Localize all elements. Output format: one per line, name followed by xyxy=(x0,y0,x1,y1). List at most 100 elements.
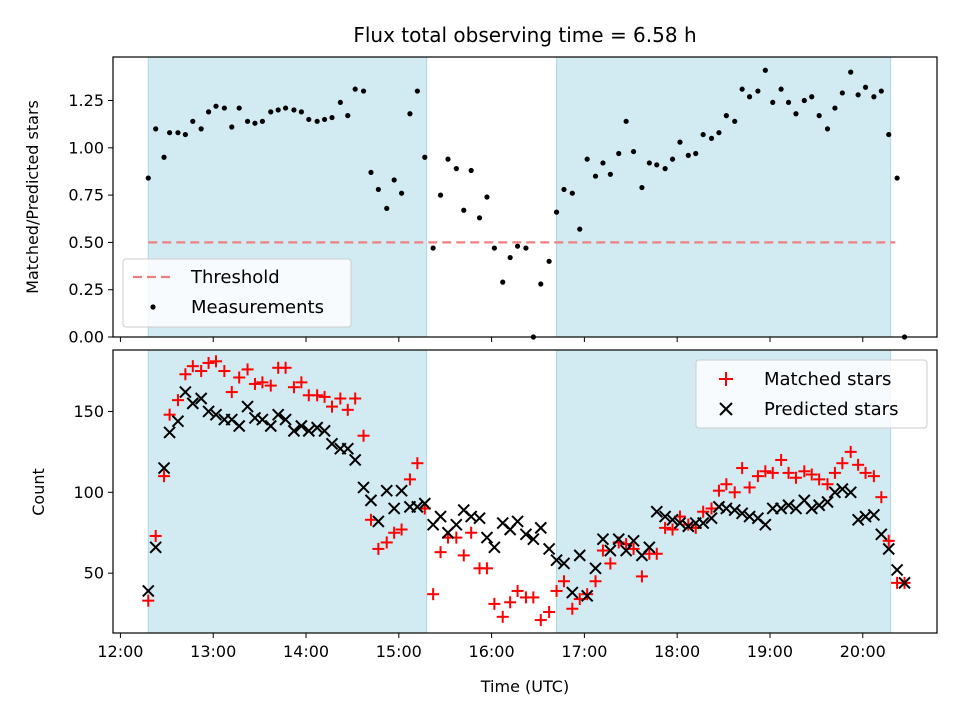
predicted-star-point xyxy=(179,385,192,399)
matched-star-point xyxy=(720,478,733,491)
matched-star-point xyxy=(163,408,176,421)
measurement-point xyxy=(345,113,351,119)
measurement-point xyxy=(198,126,204,132)
matched-star-point xyxy=(465,526,478,539)
measurement-point xyxy=(848,69,854,75)
predicted-star-point xyxy=(589,562,602,575)
predicted-star-point xyxy=(673,516,687,530)
measurement-point xyxy=(732,118,738,124)
matched-star-point xyxy=(596,544,609,557)
measurement-point xyxy=(221,105,227,111)
predicted-star-point xyxy=(542,542,556,556)
matched-star-point xyxy=(527,591,540,604)
matched-star-point xyxy=(295,376,308,389)
measurement-point xyxy=(476,215,483,221)
predicted-star-point xyxy=(851,513,865,527)
measurement-point xyxy=(685,152,691,158)
matched-star-point xyxy=(882,534,895,547)
matched-star-point xyxy=(666,523,679,536)
matched-star-point xyxy=(775,453,788,466)
predicted-star-point xyxy=(627,534,640,548)
measurement-point xyxy=(153,126,159,132)
predicted-star-point xyxy=(890,563,904,577)
measurement-point xyxy=(871,94,877,100)
measurement-point xyxy=(321,116,328,123)
measurement-point xyxy=(259,118,265,124)
predicted-star-point xyxy=(619,544,633,557)
matched-star-point xyxy=(434,546,447,559)
legend-matched-label: Matched stars xyxy=(764,369,891,390)
measurement-point xyxy=(832,105,838,111)
measurement-point xyxy=(205,109,212,115)
measurement-point xyxy=(600,160,606,166)
measurement-point xyxy=(839,90,845,96)
predicted-star-point xyxy=(812,499,826,512)
matched-star-point xyxy=(821,478,834,491)
measurement-point xyxy=(484,194,490,200)
measurement-point xyxy=(538,281,544,287)
matched-star-point xyxy=(149,529,162,542)
x-tick-label: 16:00 xyxy=(469,642,515,661)
count-points xyxy=(142,355,911,627)
shaded-region xyxy=(556,57,891,337)
measurement-point xyxy=(398,190,405,196)
matched-star-point xyxy=(635,570,648,583)
y-tick-label: 1.25 xyxy=(68,91,104,110)
matched-star-point xyxy=(867,470,880,483)
measurement-point xyxy=(662,166,668,172)
matched-star-point xyxy=(457,549,470,562)
x-tick-label: 13:00 xyxy=(190,642,236,661)
matched-star-point xyxy=(550,584,563,597)
bottom-panel: 12:00 13:00 14:00 15:00 16:00 17:00 18:00 19:00… xyxy=(29,349,938,696)
measurement-point xyxy=(616,150,622,157)
matched-star-point xyxy=(364,513,377,526)
measurement-point xyxy=(801,97,807,104)
measurement-point xyxy=(314,118,320,124)
measurement-point xyxy=(793,111,799,117)
legend-matched-swatch xyxy=(719,372,733,386)
measurement-point xyxy=(778,86,784,92)
measurement-point xyxy=(607,171,613,177)
predicted-star-point xyxy=(248,411,262,425)
matched-star-point xyxy=(759,465,772,478)
measurement-point xyxy=(708,135,715,141)
measurement-point xyxy=(700,131,706,138)
measurement-point xyxy=(468,167,474,174)
predicted-star-point xyxy=(882,542,895,556)
measurement-point xyxy=(384,205,390,211)
matched-star-point xyxy=(581,588,594,601)
predicted-star-point xyxy=(264,419,277,433)
predicted-star-point xyxy=(387,502,401,515)
bottom-legend: Matched stars Predicted stars xyxy=(695,359,928,429)
measurement-point xyxy=(453,166,459,172)
predicted-star-point xyxy=(256,413,269,426)
matched-star-point xyxy=(736,462,749,475)
matched-star-point xyxy=(836,457,849,470)
matched-star-point xyxy=(798,465,811,478)
predicted-star-point xyxy=(821,495,834,509)
measurement-point xyxy=(723,113,729,119)
measurement-point xyxy=(175,130,181,136)
predicted-star-point xyxy=(380,484,393,497)
predicted-star-point xyxy=(325,437,339,451)
predicted-star-point xyxy=(759,518,772,531)
predicted-star-point xyxy=(573,549,586,562)
matched-star-point xyxy=(789,471,802,484)
predicted-star-point xyxy=(728,503,741,517)
measurement-point xyxy=(677,139,683,145)
measurement-point xyxy=(422,154,428,160)
matched-star-point xyxy=(496,610,509,623)
predicted-star-point xyxy=(650,505,663,518)
matched-star-point xyxy=(782,466,795,479)
measurement-point xyxy=(785,99,792,106)
y-tick-label: 0.25 xyxy=(68,280,104,299)
measurement-point xyxy=(878,88,884,94)
matched-star-point xyxy=(875,491,888,504)
predicted-star-point xyxy=(534,521,547,535)
y-tick-label: 50 xyxy=(84,564,104,583)
bottom-plot-frame xyxy=(112,349,938,634)
predicted-star-point xyxy=(527,532,540,546)
legend-threshold-label: Threshold xyxy=(190,267,280,288)
measurement-point xyxy=(491,245,497,251)
